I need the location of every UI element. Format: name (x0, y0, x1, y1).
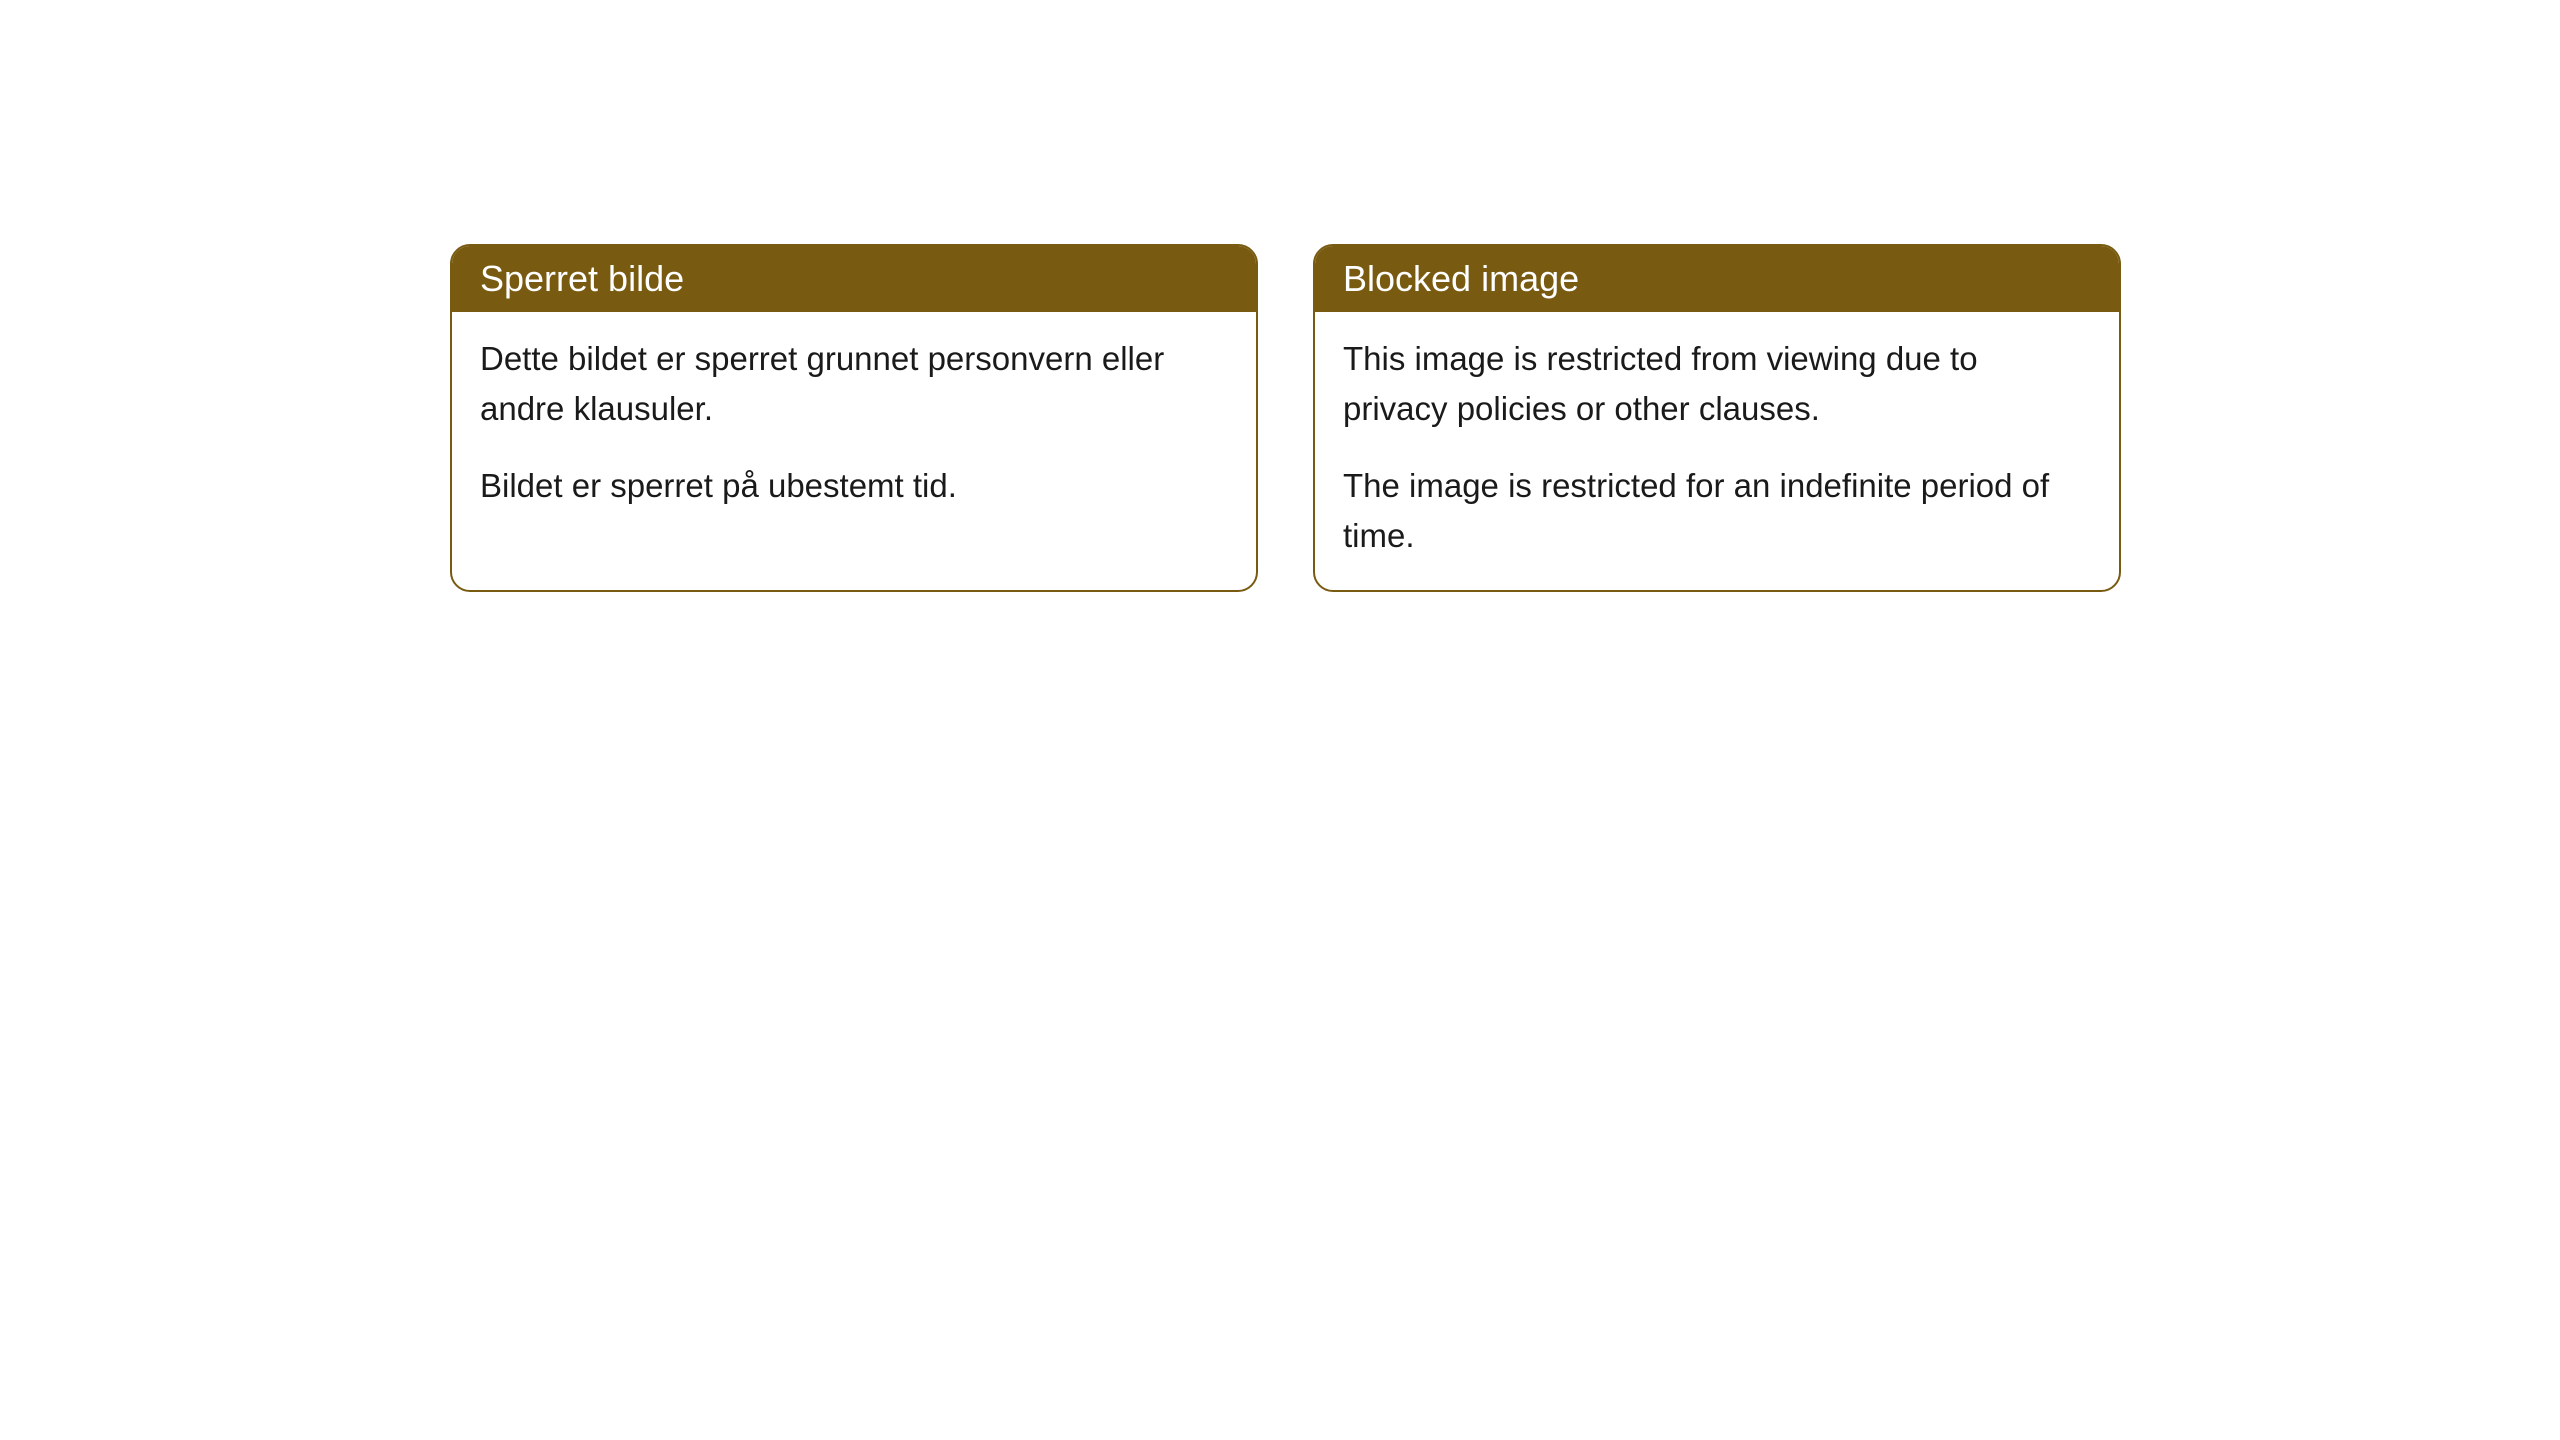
notice-card-english: Blocked image This image is restricted f… (1313, 244, 2121, 592)
notice-body: This image is restricted from viewing du… (1315, 312, 2119, 590)
notice-header-text: Sperret bilde (480, 258, 684, 299)
notice-paragraph: The image is restricted for an indefinit… (1343, 461, 2091, 560)
notice-paragraph: Bildet er sperret på ubestemt tid. (480, 461, 1228, 511)
notice-header-text: Blocked image (1343, 258, 1579, 299)
notice-card-norwegian: Sperret bilde Dette bildet er sperret gr… (450, 244, 1258, 592)
notice-body: Dette bildet er sperret grunnet personve… (452, 312, 1256, 541)
notice-header: Sperret bilde (452, 246, 1256, 312)
notice-paragraph: Dette bildet er sperret grunnet personve… (480, 334, 1228, 433)
notice-container: Sperret bilde Dette bildet er sperret gr… (450, 244, 2121, 592)
notice-paragraph: This image is restricted from viewing du… (1343, 334, 2091, 433)
notice-header: Blocked image (1315, 246, 2119, 312)
